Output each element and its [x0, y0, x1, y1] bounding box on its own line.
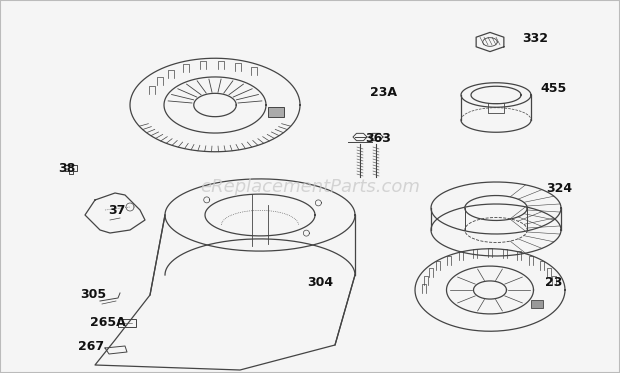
- Text: 267: 267: [78, 339, 104, 352]
- Text: 324: 324: [546, 182, 572, 194]
- Text: 363: 363: [365, 132, 391, 144]
- Text: 305: 305: [80, 288, 106, 301]
- Bar: [118, 319, 136, 327]
- Text: 455: 455: [540, 81, 566, 94]
- Bar: [268, 107, 284, 117]
- Text: 38: 38: [58, 162, 75, 175]
- Text: 23A: 23A: [370, 87, 397, 100]
- Text: 265A: 265A: [90, 316, 126, 329]
- Text: eReplacementParts.com: eReplacementParts.com: [200, 178, 420, 196]
- Text: 37: 37: [108, 204, 125, 216]
- Text: 304: 304: [307, 276, 333, 288]
- Text: 332: 332: [522, 31, 548, 44]
- Text: 23: 23: [545, 276, 562, 288]
- Bar: [531, 300, 543, 308]
